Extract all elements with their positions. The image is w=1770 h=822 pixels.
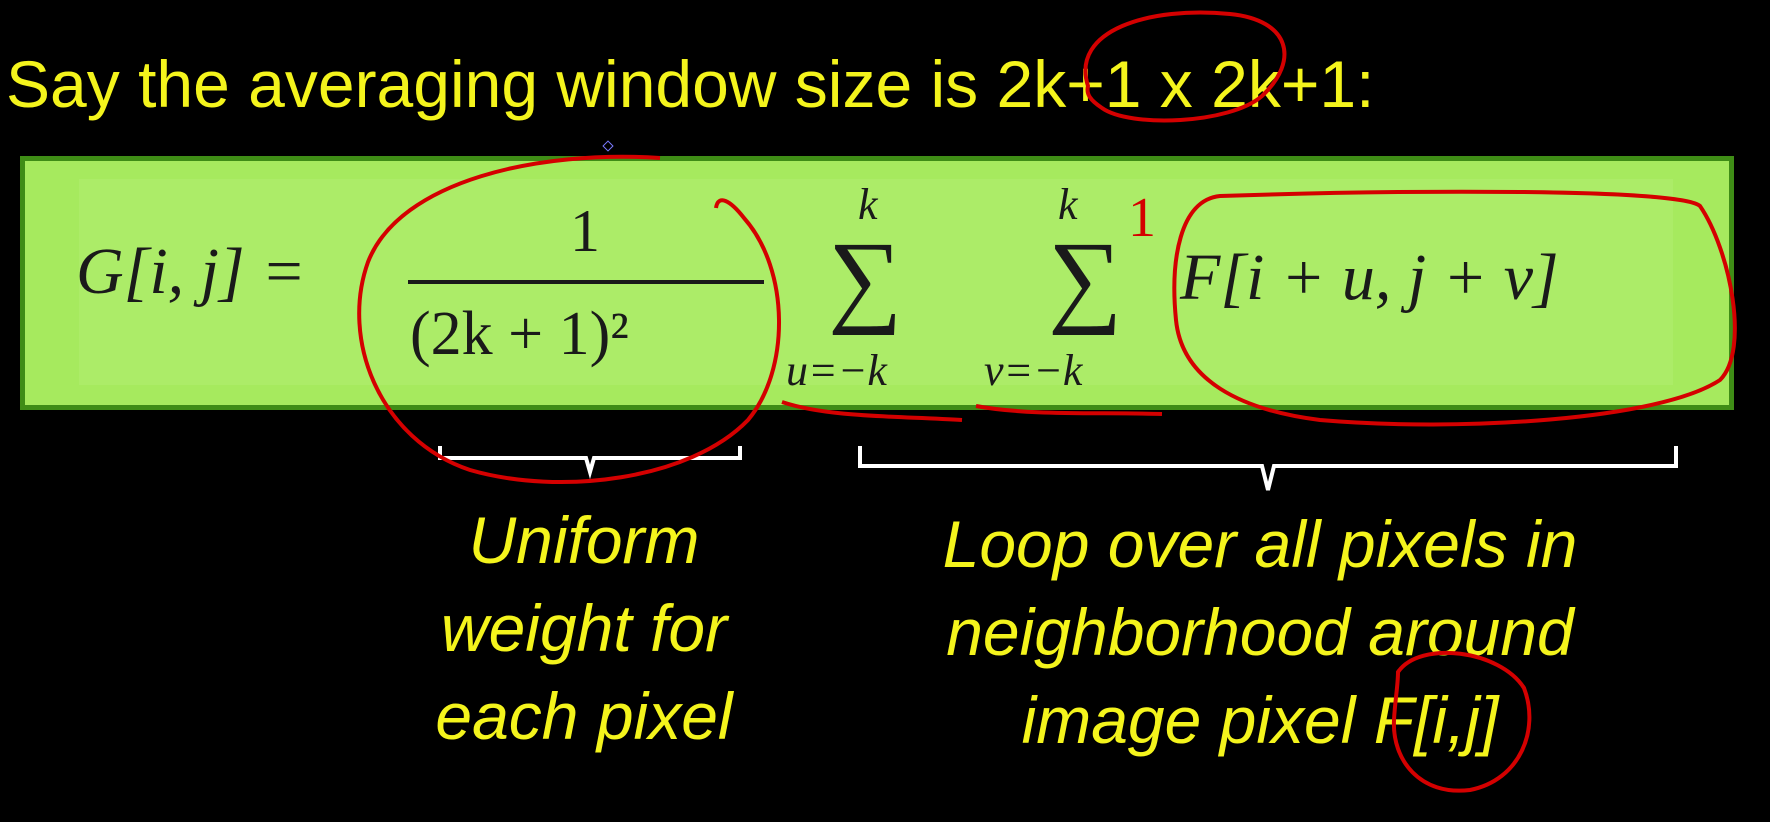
caption-loop-pixels: Loop over all pixels in neighborhood aro… bbox=[870, 500, 1650, 764]
caption-left-line: each pixel bbox=[435, 679, 733, 753]
caption-left-line: weight for bbox=[440, 591, 728, 665]
caption-right-line: image pixel F[i,j] bbox=[1021, 683, 1499, 757]
sum-v-upper-limit: k bbox=[1058, 180, 1078, 229]
caption-right-line: Loop over all pixels in bbox=[942, 507, 1578, 581]
caption-right-line: neighborhood around bbox=[946, 595, 1574, 669]
caption-left-line: Uniform bbox=[468, 503, 700, 577]
sum-u-upper-limit: k bbox=[858, 180, 878, 229]
sum-u-sigma: ∑ bbox=[828, 221, 903, 336]
sum-v-sigma: ∑ bbox=[1048, 221, 1123, 336]
caption-uniform-weight: Uniform weight for each pixel bbox=[388, 496, 780, 760]
sum-u-lower-limit: u=−k bbox=[786, 346, 887, 395]
equation-lhs: G[i, j] = bbox=[76, 235, 306, 308]
sum-v-lower-limit: v=−k bbox=[984, 346, 1083, 395]
